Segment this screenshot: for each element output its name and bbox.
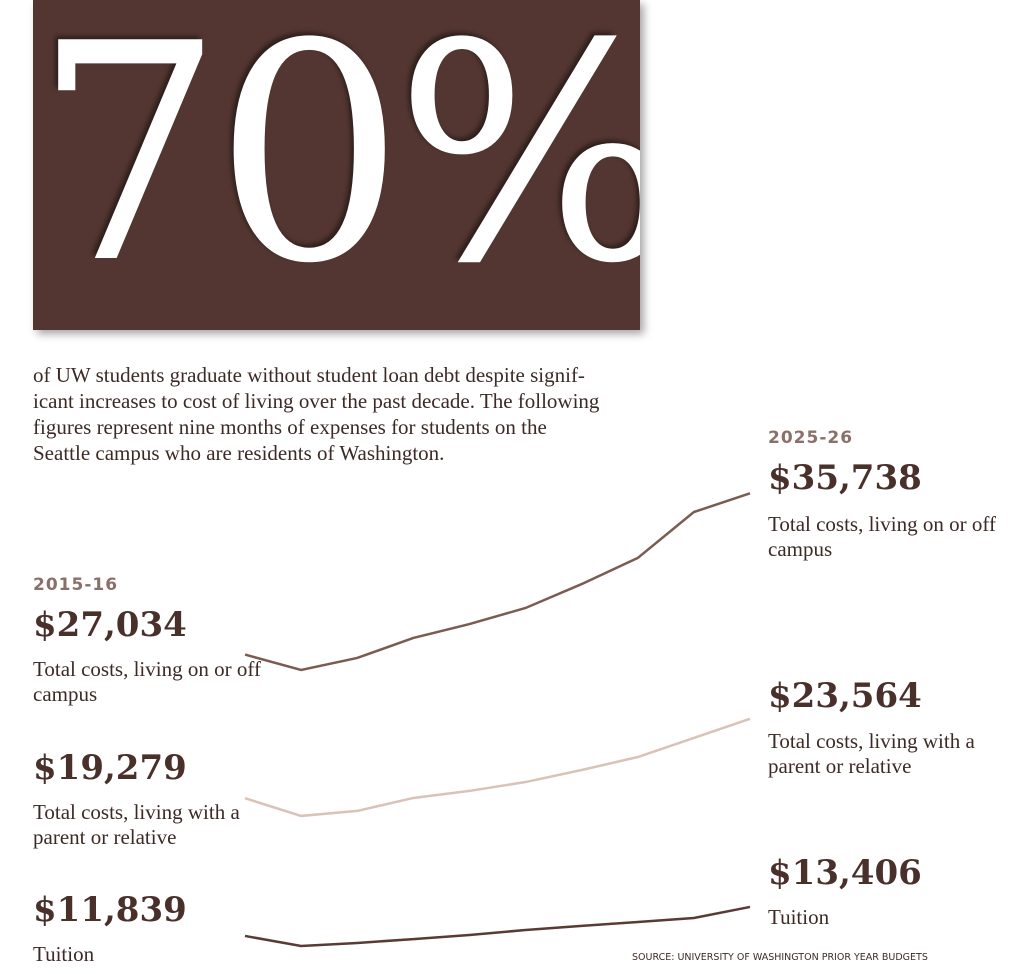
intro-line: icant increases to cost of living over t…: [33, 389, 600, 413]
value-label: $23,564: [768, 676, 922, 716]
value-label: $35,738: [768, 458, 922, 498]
source: SOURCE: UNIVERSITY OF WASHINGTON PRIOR Y…: [632, 952, 928, 963]
intro-line: of UW students graduate without student …: [33, 363, 585, 387]
series-name: Tuition: [33, 942, 95, 966]
value-label: $13,406: [768, 853, 922, 893]
intro-line: figures represent nine months of expense…: [33, 415, 547, 439]
series-line: [244, 717, 751, 818]
value-label: $27,034: [33, 605, 187, 645]
series-line: [244, 492, 751, 672]
intro-line: Seattle campus who are residents of Wash…: [33, 441, 445, 465]
intro: of UW students graduate without student …: [33, 362, 599, 466]
value-label: $19,279: [33, 748, 187, 788]
series-name: Total costs, living on or off campus: [33, 657, 261, 706]
value-label: $11,839: [33, 890, 187, 930]
series-name: Total costs, living with a parent or rel…: [768, 729, 975, 778]
headline-box: 70%: [33, 0, 640, 330]
series-line: [244, 905, 751, 948]
headline: 70%: [33, 0, 640, 329]
year-label: 2015-16: [33, 575, 119, 595]
year-label: 2025-26: [768, 428, 854, 448]
series-name: Total costs, living on or off campus: [768, 512, 996, 561]
series-name: Tuition: [768, 905, 830, 929]
series-name: Total costs, living with a parent or rel…: [33, 800, 240, 849]
